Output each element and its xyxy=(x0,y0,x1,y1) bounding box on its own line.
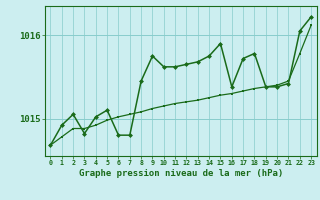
X-axis label: Graphe pression niveau de la mer (hPa): Graphe pression niveau de la mer (hPa) xyxy=(79,169,283,178)
